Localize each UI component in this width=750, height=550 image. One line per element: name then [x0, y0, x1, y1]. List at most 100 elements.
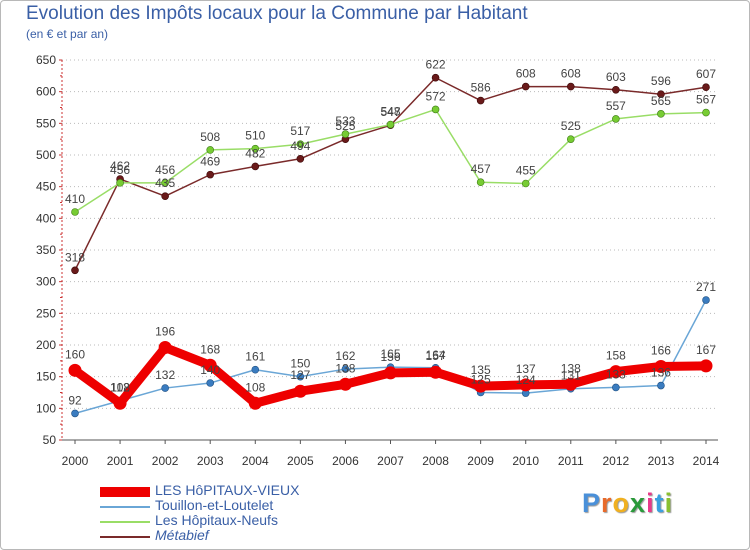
data-point: [251, 162, 260, 171]
legend-swatch: [100, 536, 150, 538]
x-tick-label: 2009: [467, 454, 494, 468]
data-point: [612, 115, 620, 123]
data-label: 603: [606, 70, 626, 84]
y-tick-label: 450: [36, 180, 56, 194]
data-point: [566, 135, 575, 143]
legend-label: Touillon-et-Loutelet: [155, 497, 274, 513]
chart-title: Evolution des Impôts locaux pour la Comm…: [26, 3, 528, 24]
data-point: [158, 341, 172, 355]
data-point: [699, 359, 713, 373]
proxiti-logo: Proxiti: [582, 488, 673, 519]
logo-letter: r: [601, 488, 613, 518]
data-label: 271: [696, 280, 716, 294]
data-label: 92: [68, 393, 82, 407]
data-point: [161, 192, 169, 200]
y-tick-label: 150: [36, 370, 56, 384]
data-label: 168: [200, 342, 220, 356]
x-tick-label: 2003: [197, 454, 224, 468]
data-label: 138: [561, 361, 581, 375]
y-tick-label: 550: [36, 116, 56, 130]
data-point: [657, 381, 665, 390]
x-tick-label: 2001: [107, 454, 134, 468]
data-point: [206, 170, 215, 179]
y-tick-label: 650: [36, 53, 56, 67]
y-tick-label: 200: [36, 338, 56, 352]
data-label: 622: [426, 58, 446, 72]
data-point: [341, 365, 350, 373]
data-label: 196: [155, 325, 175, 339]
data-point: [203, 358, 217, 372]
data-label: 136: [651, 366, 671, 380]
data-label: 137: [516, 362, 536, 376]
series: [68, 73, 713, 418]
y-tick-label: 500: [36, 148, 56, 162]
data-label: 108: [110, 380, 130, 394]
data-point: [384, 366, 397, 380]
x-tick-label: 2013: [648, 454, 675, 468]
x-tick-label: 2014: [693, 454, 720, 468]
legend-swatch: [100, 506, 150, 508]
data-point: [654, 360, 668, 374]
data-label: 125: [471, 373, 491, 387]
data-point: [161, 179, 169, 187]
data-label: 157: [426, 349, 446, 363]
data-label: 482: [245, 146, 265, 160]
y-tick-label: 50: [43, 433, 57, 447]
data-label: 112: [111, 381, 130, 395]
data-point: [657, 110, 665, 118]
data-point: [476, 96, 485, 105]
data-point: [293, 384, 307, 398]
logo-letter: i: [646, 488, 655, 518]
data-label: 608: [561, 67, 581, 81]
data-label: 161: [245, 350, 265, 364]
legend-swatch: [100, 487, 150, 497]
data-label: 138: [335, 361, 355, 375]
data-point: [296, 155, 305, 163]
chart-subtitle: (en € et par an): [26, 27, 109, 41]
legend-label: Les Hôpitaux-Neufs: [155, 512, 278, 528]
data-point: [161, 384, 169, 392]
x-tick-label: 2000: [62, 454, 89, 468]
data-point: [474, 379, 488, 393]
data-point: [206, 146, 215, 154]
data-label: 525: [561, 119, 581, 133]
data-label: 525: [335, 119, 355, 133]
data-label: 410: [65, 192, 85, 206]
data-point: [564, 377, 578, 391]
y-tick-label: 300: [36, 275, 56, 289]
legend-label: Métabief: [155, 527, 209, 543]
data-label: 435: [155, 176, 175, 190]
x-tick-label: 2008: [422, 454, 449, 468]
legend-label: LES HôPITAUX-VIEUX: [155, 482, 300, 498]
data-label: 150: [290, 357, 310, 371]
data-point: [296, 140, 305, 149]
data-label: 557: [606, 99, 626, 113]
data-label: 135: [471, 363, 491, 377]
data-point: [116, 179, 124, 187]
data-label: 565: [651, 94, 671, 108]
data-label: 156: [380, 350, 400, 364]
data-label: 132: [155, 368, 175, 382]
data-label: 131: [561, 369, 581, 383]
data-label: 127: [290, 368, 310, 382]
data-label: 508: [200, 130, 220, 144]
y-tick-label: 350: [36, 243, 56, 257]
data-point: [431, 105, 440, 114]
data-label: 167: [696, 343, 716, 357]
data-label: 567: [696, 93, 716, 107]
x-tick-label: 2005: [287, 454, 314, 468]
data-label: 140: [200, 363, 220, 377]
data-point: [431, 73, 440, 82]
axes: 50 100 150 200 250 300 350 400 450 500 550 600 650 20…: [36, 53, 720, 468]
x-tick-label: 2011: [558, 454, 584, 468]
logo-letter: i: [664, 488, 674, 518]
data-label: 158: [606, 349, 626, 363]
data-label: 108: [245, 380, 265, 394]
x-tick-label: 2007: [377, 454, 404, 468]
data-point: [657, 90, 665, 98]
legend-swatch: [100, 521, 150, 523]
data-point: [68, 363, 82, 377]
data-label: 462: [110, 159, 130, 173]
data-point: [521, 179, 530, 188]
